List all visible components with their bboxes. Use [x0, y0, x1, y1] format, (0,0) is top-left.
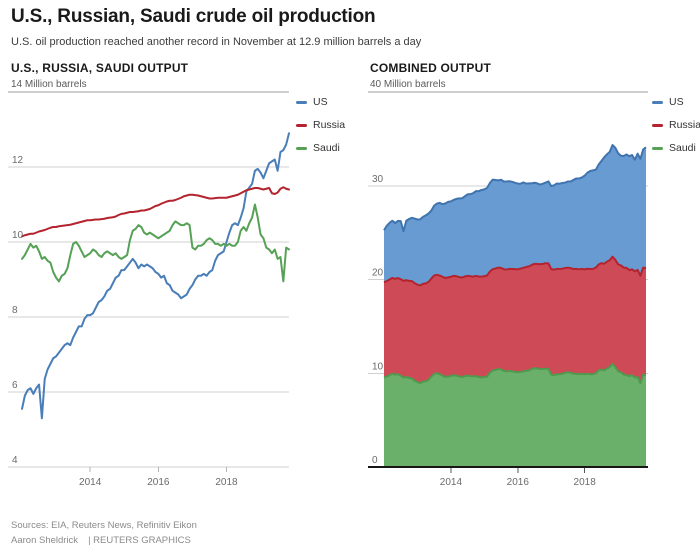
us-legend-dash-icon: [296, 100, 307, 104]
svg-text:2016: 2016: [147, 477, 170, 488]
svg-text:2014: 2014: [79, 477, 102, 488]
svg-text:2014: 2014: [440, 477, 463, 488]
russia-legend-dash-icon: [296, 123, 307, 127]
legend-item-russia: Russia: [296, 119, 356, 131]
svg-text:10: 10: [372, 361, 384, 372]
us-legend-label: US: [313, 96, 328, 108]
svg-text:2018: 2018: [215, 477, 238, 488]
combined-output-area-chart: 30 20 10 0 2014 2016 2018: [368, 91, 648, 488]
sources-text: Sources: EIA, Reuters News, Refinitiv Ei…: [11, 520, 197, 531]
legend-item-russia: Russia: [652, 119, 700, 131]
svg-text:30: 30: [372, 174, 384, 185]
saudi-legend-dash-icon: [296, 146, 307, 150]
svg-text:12: 12: [12, 155, 24, 166]
russia-legend-label: Russia: [313, 119, 346, 131]
svg-text:2016: 2016: [507, 477, 530, 488]
saudi-legend-label: Saudi: [669, 142, 696, 154]
saudi-legend-dash-icon: [652, 146, 663, 150]
legend-item-us: US: [296, 96, 356, 108]
russia-legend-dash-icon: [652, 123, 663, 127]
svg-text:6: 6: [12, 380, 18, 391]
svg-text:8: 8: [12, 305, 18, 316]
credit: | REUTERS GRAPHICS: [88, 535, 191, 546]
page-subtitle: U.S. oil production reached another reco…: [11, 36, 422, 48]
byline: Aaron Sheldrick: [11, 535, 79, 546]
legend-item-saudi: Saudi: [296, 142, 356, 154]
svg-text:10: 10: [12, 230, 24, 241]
legend-item-us: US: [652, 96, 700, 108]
line-chart-legend: US Russia Saudi: [296, 96, 356, 165]
footer: Sources: EIA, Reuters News, Refinitiv Ei…: [11, 518, 197, 548]
area-chart-title: COMBINED OUTPUT: [370, 61, 491, 75]
us-legend-dash-icon: [652, 100, 663, 104]
svg-text:2018: 2018: [574, 477, 597, 488]
us-legend-label: US: [669, 96, 684, 108]
svg-text:20: 20: [372, 268, 384, 279]
us-russia-saudi-line-chart: 12 10 8 6 4 2014 2016 2018: [8, 91, 290, 488]
russia-legend-label: Russia: [669, 119, 700, 131]
svg-text:4: 4: [12, 455, 18, 466]
area-chart-legend: US Russia Saudi: [652, 96, 700, 165]
legend-item-saudi: Saudi: [652, 142, 700, 154]
svg-text:0: 0: [372, 455, 378, 466]
line-chart-unit-label: 14 Million barrels: [11, 79, 87, 90]
page-title: U.S., Russian, Saudi crude oil productio…: [11, 6, 376, 27]
saudi-legend-label: Saudi: [313, 142, 340, 154]
line-chart-title: U.S., RUSSIA, SAUDI OUTPUT: [11, 61, 189, 75]
byline-row: Aaron Sheldrick | REUTERS GRAPHICS: [11, 533, 197, 548]
area-chart-unit-label: 40 Million barrels: [370, 79, 446, 90]
